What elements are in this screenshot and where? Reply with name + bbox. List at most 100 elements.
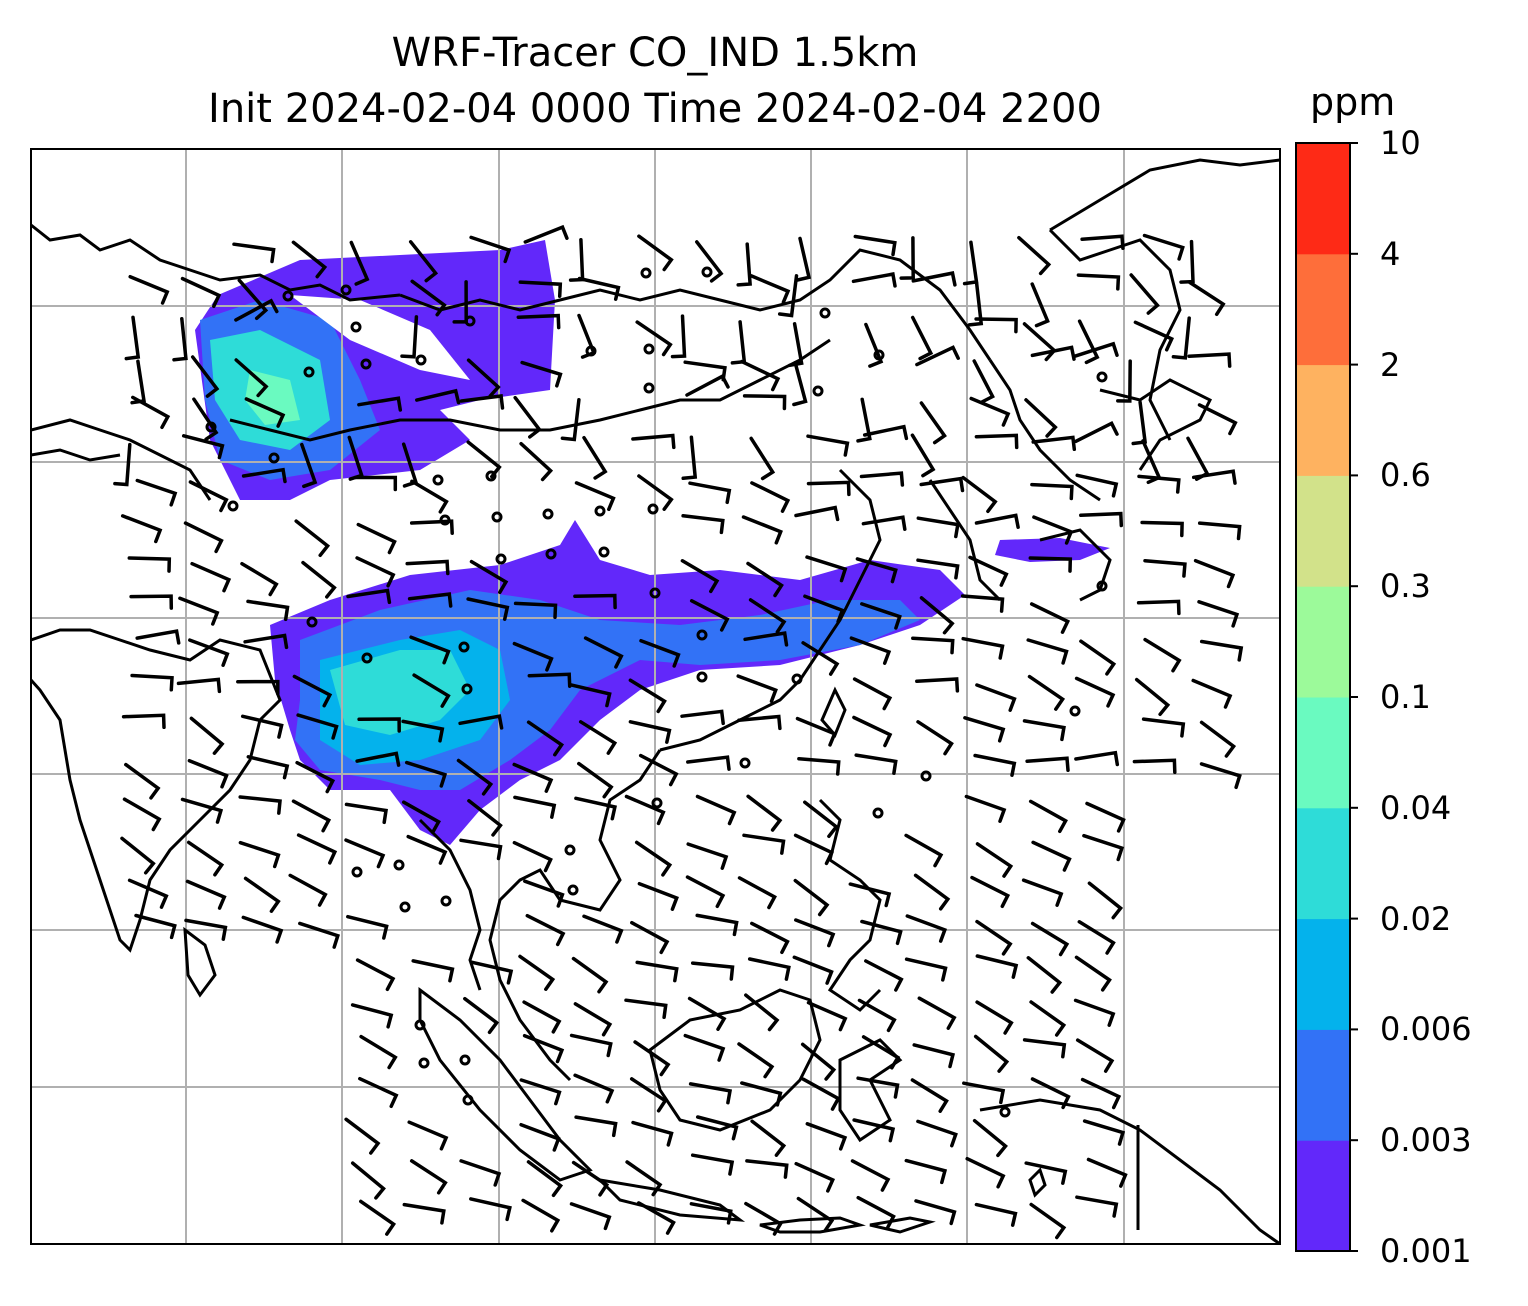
calm-circle-icon xyxy=(491,511,503,523)
wind-barb-icon xyxy=(236,679,280,696)
wind-barb-icon xyxy=(624,794,666,826)
wind-barb-icon xyxy=(350,1003,394,1029)
wind-barb-icon xyxy=(232,242,276,264)
wind-barb-icon xyxy=(1025,756,1070,772)
colorbar-segment xyxy=(1296,475,1350,587)
wind-barb-icon xyxy=(357,717,401,733)
wind-barb-icon xyxy=(359,1199,397,1236)
wind-barb-icon xyxy=(861,515,907,531)
wind-barb-icon xyxy=(1131,400,1148,446)
calm-circle-icon xyxy=(1096,371,1108,383)
wind-barb-icon xyxy=(526,720,565,757)
wind-barb-icon xyxy=(415,388,461,405)
colorbar-segment xyxy=(1296,697,1350,809)
calm-circle-icon xyxy=(439,514,451,526)
wind-barb-icon xyxy=(685,373,730,397)
wind-barb-icon xyxy=(805,555,848,583)
calm-circle-icon xyxy=(598,546,610,558)
calm-circle-icon xyxy=(350,321,362,333)
calm-markers xyxy=(205,266,1108,1118)
wind-barb-icon xyxy=(350,1161,386,1200)
wind-barb-icon xyxy=(412,673,451,708)
wind-barb-icon xyxy=(912,1043,956,1069)
wind-barb-icon xyxy=(1029,1202,1067,1240)
wind-barbs xyxy=(113,224,1244,1240)
wind-barb-icon xyxy=(736,674,778,704)
wind-barb-icon xyxy=(1028,799,1068,834)
wind-barb-icon xyxy=(573,593,617,610)
wind-barb-icon xyxy=(184,918,228,941)
wind-barb-icon xyxy=(856,1076,900,1099)
wind-barb-icon xyxy=(683,1033,726,1062)
wind-barb-icon xyxy=(916,720,954,756)
wind-barb-icon xyxy=(129,594,174,610)
wind-barb-icon xyxy=(792,360,808,407)
wind-barb-icon xyxy=(1031,435,1077,452)
calm-circle-icon xyxy=(594,505,606,517)
wind-barb-icon xyxy=(750,481,791,513)
wind-barb-icon xyxy=(857,998,897,1033)
wind-barb-icon xyxy=(121,713,166,730)
wind-barb-icon xyxy=(295,760,336,794)
wind-barb-icon xyxy=(1026,956,1063,994)
wind-barb-icon xyxy=(240,714,284,739)
colorbar-tick-label: 0.006 xyxy=(1380,1010,1472,1049)
colorbar-tick-label: 0.3 xyxy=(1380,567,1431,606)
wind-barb-icon xyxy=(1191,469,1237,485)
wind-barb-icon xyxy=(686,755,731,771)
wind-barb-icon xyxy=(750,1119,787,1157)
wind-barb-icon xyxy=(854,753,898,775)
wind-barb-icon xyxy=(407,1120,449,1151)
wind-barb-icon xyxy=(628,720,672,744)
wind-barb-icon xyxy=(631,433,676,450)
wind-barb-icon xyxy=(688,481,732,505)
wind-barb-icon xyxy=(919,401,947,445)
colorbar-segment xyxy=(1296,364,1350,476)
wind-barb-icon xyxy=(400,315,419,359)
wind-barb-icon xyxy=(349,240,370,286)
calm-circle-icon xyxy=(432,474,444,486)
wind-barb-icon xyxy=(577,276,621,301)
wind-barb-icon xyxy=(1075,473,1119,498)
wind-barb-icon xyxy=(636,1201,676,1235)
wind-barb-icon xyxy=(967,282,984,327)
wind-barb-icon xyxy=(407,592,453,608)
wind-barb-icon xyxy=(357,396,403,412)
calm-circle-icon xyxy=(462,1094,474,1106)
wind-barb-icon xyxy=(180,797,224,824)
wind-barb-icon xyxy=(1024,1161,1068,1185)
wind-barb-icon xyxy=(631,1120,674,1147)
wind-barb-icon xyxy=(777,274,799,318)
wind-barb-icon xyxy=(574,1115,618,1138)
wind-barb-icon xyxy=(409,635,451,665)
wind-barb-icon xyxy=(1077,319,1100,365)
wind-barb-icon xyxy=(1197,521,1242,541)
wind-barb-icon xyxy=(291,240,328,279)
wind-barb-icon xyxy=(803,800,839,839)
wind-barb-icon xyxy=(410,279,447,317)
calm-circle-icon xyxy=(303,366,315,378)
wind-barb-icon xyxy=(742,833,786,855)
wind-barb-icon xyxy=(1075,1038,1115,1073)
wind-barb-icon xyxy=(526,1160,564,1198)
wind-barb-icon xyxy=(582,914,624,944)
wind-barb-icon xyxy=(744,993,780,1032)
wind-barb-icon xyxy=(806,480,851,497)
wind-barb-icon xyxy=(904,1158,948,1185)
wind-barb-icon xyxy=(864,959,904,992)
wind-barb-icon xyxy=(1030,482,1074,501)
wind-barb-icon xyxy=(244,397,286,428)
wind-barb-icon xyxy=(241,915,284,944)
wind-barb-icon xyxy=(571,1160,610,1197)
wind-barb-icon xyxy=(916,558,960,580)
wind-barb-icon xyxy=(856,397,872,443)
gridlines xyxy=(31,149,1280,1244)
calm-circle-icon xyxy=(205,421,217,433)
wind-barb-icon xyxy=(469,1197,512,1222)
wind-barb-icon xyxy=(1080,1077,1122,1110)
wind-barb-icon xyxy=(1017,235,1052,276)
wind-barb-icon xyxy=(1141,717,1186,738)
wind-barb-icon xyxy=(904,833,944,868)
wind-barb-icon xyxy=(300,442,318,489)
